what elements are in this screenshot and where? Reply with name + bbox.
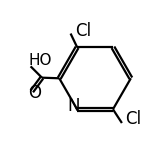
Text: HO: HO: [28, 53, 52, 69]
Text: O: O: [28, 84, 41, 102]
Text: Cl: Cl: [125, 111, 141, 128]
Text: N: N: [68, 97, 80, 115]
Text: Cl: Cl: [75, 22, 91, 40]
